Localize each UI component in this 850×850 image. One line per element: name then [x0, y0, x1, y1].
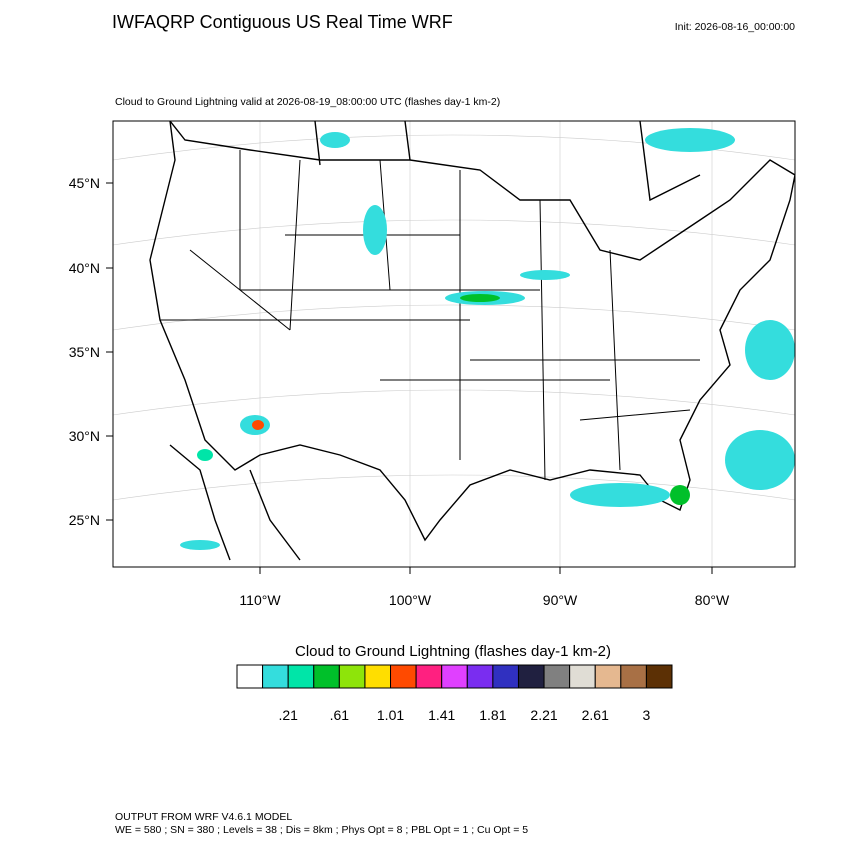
- lat-label: 25°N: [69, 512, 100, 528]
- colorbar-box: [594, 664, 622, 689]
- lightning-areas: [180, 128, 795, 550]
- colorbar-box: [287, 664, 315, 689]
- map-subtitle: Cloud to Ground Lightning valid at 2026-…: [115, 96, 500, 108]
- colorbar-box: [262, 664, 289, 689]
- colorbar-box: [645, 664, 673, 689]
- colorbar-label: 1.01: [377, 707, 404, 723]
- colorbar-box: [236, 664, 264, 689]
- map-axes: 45°N 40°N 35°N 30°N 25°N 110°W 100°W 90°W 80°W: [69, 175, 730, 608]
- lon-label: 80°W: [695, 592, 730, 608]
- colorbar-label: 1.81: [479, 707, 506, 723]
- colorbar-box: [492, 664, 519, 689]
- lon-label: 100°W: [389, 592, 432, 608]
- colorbar-box: [390, 664, 417, 689]
- colorbar-label: 2.61: [582, 707, 609, 723]
- lat-label: 40°N: [69, 260, 100, 276]
- footer-line: WE = 580 ; SN = 380 ; Levels = 38 ; Dis …: [115, 824, 528, 836]
- title: IWFAQRP Contiguous US Real Time WRF: [112, 12, 453, 32]
- colorbar-box: [338, 664, 366, 689]
- lat-label: 45°N: [69, 175, 100, 191]
- colorbar-box: [466, 664, 494, 689]
- lon-label: 110°W: [239, 592, 281, 608]
- init-time: Init: 2026-08-16_00:00:00: [675, 21, 795, 33]
- colorbar-box: [313, 664, 340, 689]
- colorbar-label: 2.21: [530, 707, 557, 723]
- colorbar-box: [620, 664, 647, 689]
- colorbar-label: 3: [643, 707, 651, 723]
- footer-line: OUTPUT FROM WRF V4.6.1 MODEL: [115, 811, 292, 823]
- colorbar-box: [415, 664, 443, 689]
- lat-label: 35°N: [69, 344, 100, 360]
- colorbar-label: .21: [278, 707, 298, 723]
- colorbar-box: [364, 664, 392, 689]
- colorbar-title: Cloud to Ground Lightning (flashes day-1…: [295, 643, 611, 660]
- lat-label: 30°N: [69, 428, 100, 444]
- colorbar-box: [543, 664, 571, 689]
- colorbar: .21 .61 1.01 1.41 1.81 2.21 2.61 3: [236, 664, 673, 723]
- colorbar-box: [441, 664, 468, 689]
- colorbar-label: .61: [330, 707, 350, 723]
- colorbar-label: 1.41: [428, 707, 455, 723]
- colorbar-box: [569, 664, 596, 689]
- map: [112, 120, 796, 568]
- lon-label: 90°W: [543, 592, 578, 608]
- colorbar-box: [517, 664, 545, 689]
